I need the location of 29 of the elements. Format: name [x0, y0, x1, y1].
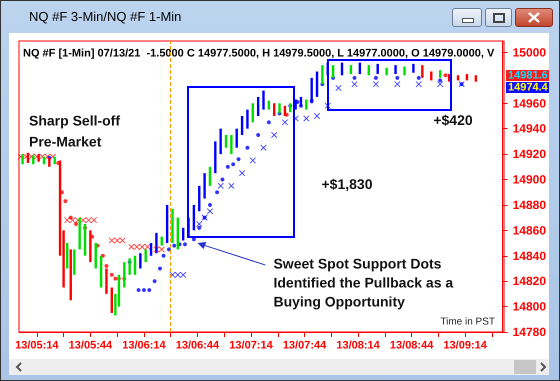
- annotation: +$1,830: [322, 176, 373, 192]
- y-tick-label: 14900: [512, 172, 546, 187]
- y-tick-label: 14800: [512, 300, 546, 314]
- y-tick-label: 14940: [512, 122, 546, 136]
- y-tick-label: 14820: [512, 274, 546, 288]
- x-tick-label: 13/05:44: [68, 340, 113, 352]
- annotation: +$420: [433, 112, 473, 128]
- x-tick-label: 13/06:44: [176, 340, 220, 352]
- chart-title: NQ #F 3-Min/NQ #F 1-Min: [29, 9, 182, 24]
- text: 14974.4: [508, 82, 549, 94]
- x-tick-label: 13/07:14: [229, 340, 274, 352]
- y-tick-label: 14860: [512, 223, 546, 238]
- y-tick-label: 14840: [512, 248, 546, 263]
- x-tick-label: 13/05:14: [15, 340, 60, 352]
- x-tick-label: 13/08:44: [390, 340, 434, 352]
- annotation: Sweet Spot Support Dots Identified the Pullback as a Buying Opportunity: [273, 256, 454, 310]
- annotation: Time in PST: [440, 316, 495, 328]
- y-tick-label: 15000: [512, 45, 546, 60]
- y-tick-label: 14960: [512, 96, 546, 110]
- x-tick-label: 13/08:14: [336, 340, 381, 352]
- x-tick-label: 13/07:44: [282, 340, 328, 352]
- text: 14981.6: [508, 70, 548, 82]
- x-tick-label: 13/09:14: [443, 340, 488, 352]
- y-tick-label: 14920: [512, 147, 546, 162]
- y-tick-label: 14880: [512, 198, 546, 212]
- text: NQ #F [1-Min] 07/13/21 -1.5000 C 14977.5000, H 14979.5000, L 14977.0000, O 14979.0000, V: [23, 48, 495, 60]
- x-tick-label: 13/06:14: [122, 340, 167, 352]
- y-tick-label: 14780: [512, 325, 546, 339]
- annotation: Sharp Sell-off Pre-Market: [29, 112, 120, 150]
